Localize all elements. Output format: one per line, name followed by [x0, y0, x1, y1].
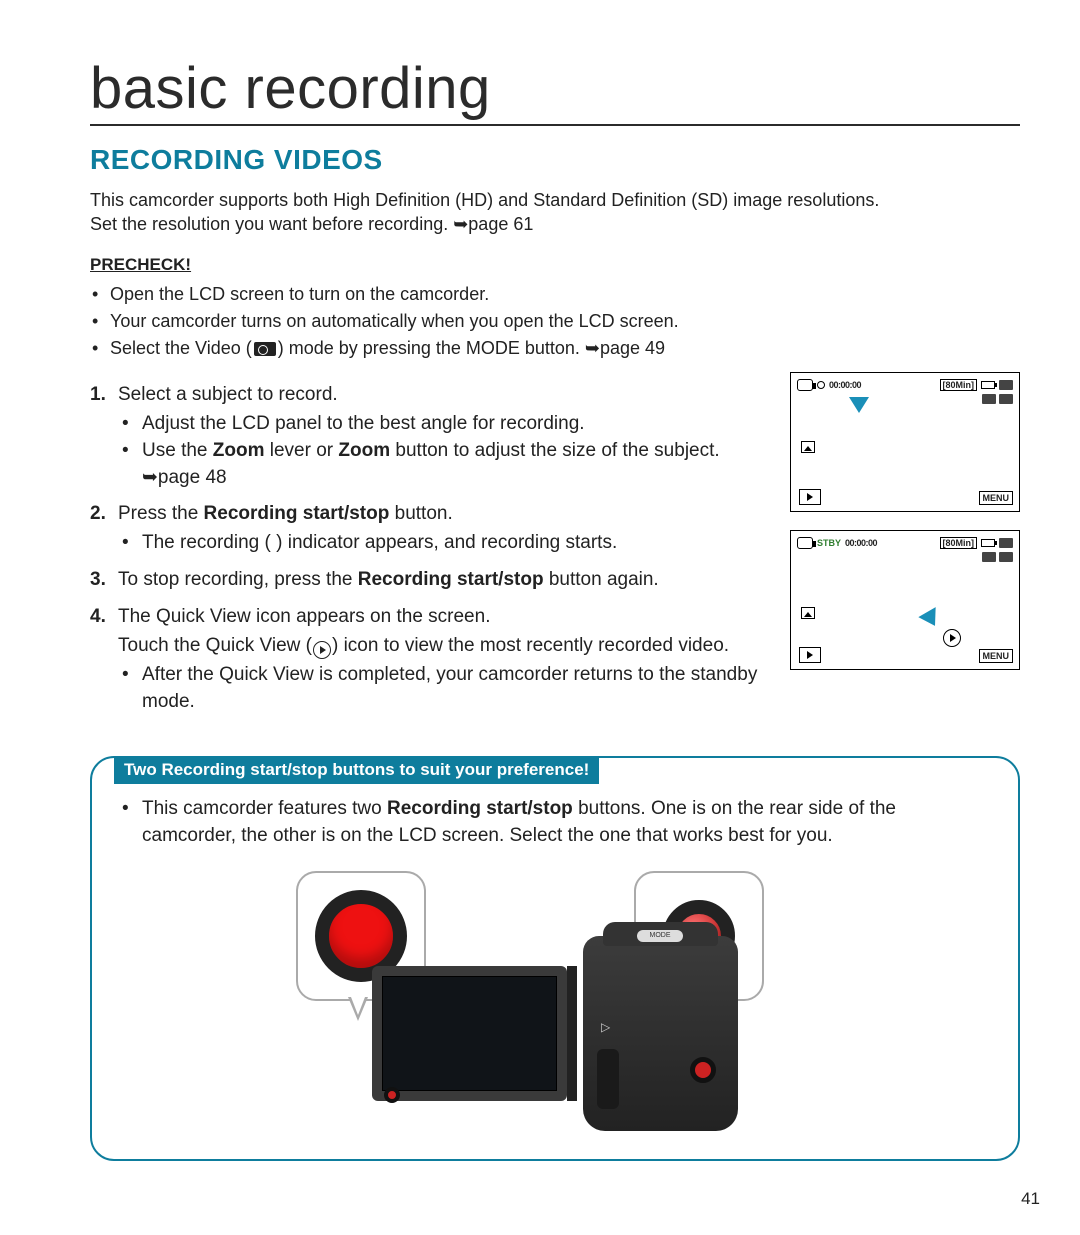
step-1-sub-2: Use the Zoom lever or Zoom button to adj…: [118, 438, 766, 492]
remaining-time: [80Min]: [940, 379, 978, 391]
precheck-3a: Select the Video (: [110, 338, 252, 358]
stby-label: STBY: [817, 538, 841, 548]
chip-icon: [999, 552, 1013, 562]
video-mode-icon: [254, 342, 276, 356]
playback-button-icon: [799, 647, 821, 663]
page-number: 41: [1021, 1189, 1040, 1209]
intro-line1: This camcorder supports both High Defini…: [90, 190, 879, 210]
intro-pageref: ➥page 61: [453, 214, 533, 234]
camera-body: \ | / MODE ▷: [583, 936, 738, 1131]
precheck-3-pageref: ➥page 49: [585, 338, 665, 358]
mode-button-label: MODE: [637, 930, 683, 942]
menu-button: MENU: [979, 649, 1014, 663]
lcd-record-button-icon: [384, 1087, 400, 1103]
step-3: To stop recording, press the Recording s…: [90, 567, 766, 594]
photo-icon: [801, 441, 815, 453]
remaining-time: [80Min]: [940, 537, 978, 549]
s4nb: ) icon to view the most recently recorde…: [332, 635, 729, 656]
menu-button: MENU: [979, 491, 1014, 505]
chip-icon: [999, 394, 1013, 404]
lcd-screenshot-standby: 00:00:00 [80Min] MENU: [790, 372, 1020, 512]
s4na: Touch the Quick View (: [118, 635, 312, 656]
callout-title: Two Recording start/stop buttons to suit…: [114, 756, 599, 784]
precheck-item-1: Open the LCD screen to turn on the camco…: [90, 281, 1020, 308]
pointer-arrow-icon: [918, 607, 943, 631]
step-1: Select a subject to record. Adjust the L…: [90, 382, 766, 492]
cba: This camcorder features two: [142, 798, 387, 819]
step-1-text: Select a subject to record.: [118, 384, 338, 405]
playback-button-icon: [799, 489, 821, 505]
title-rule: [90, 124, 1020, 126]
battery-icon: [981, 381, 995, 389]
step-4-note: Touch the Quick View ( ) icon to view the…: [118, 633, 766, 660]
precheck-item-2: Your camcorder turns on automatically wh…: [90, 308, 1020, 335]
s1s2c: button to adjust the size of the subject…: [390, 440, 720, 461]
s1s2-pageref: ➥page 48: [142, 467, 227, 488]
s1s2b: lever or: [264, 440, 338, 461]
rec-indicator-icon: [817, 381, 825, 389]
s3-bold: Recording start/stop: [358, 569, 544, 590]
step-4: The Quick View icon appears on the scree…: [90, 604, 766, 716]
s3b: button again.: [544, 569, 659, 590]
quick-view-icon: [313, 641, 331, 659]
storage-icon: [999, 380, 1013, 390]
section-heading: RECORDING VIDEOS: [90, 144, 1020, 176]
precheck-3b: ) mode by pressing the MODE button.: [278, 338, 585, 358]
steps-list: Select a subject to record. Adjust the L…: [90, 382, 766, 717]
lcd-panel: [372, 966, 567, 1101]
storage-icon: [999, 538, 1013, 548]
rear-record-button-icon: [690, 1057, 716, 1083]
battery-icon: [981, 539, 995, 547]
pointer-arrow-icon: [849, 397, 869, 413]
chip-icon: [982, 552, 996, 562]
step-2-sub-1: The recording ( ) indicator appears, and…: [118, 530, 766, 557]
cb-bold: Recording start/stop: [387, 798, 573, 819]
hinge: [567, 966, 577, 1101]
s1s2a: Use the: [142, 440, 213, 461]
precheck-item-3: Select the Video ( ) mode by pressing the…: [90, 335, 1020, 362]
s2a: Press the: [118, 503, 204, 524]
photo-icon: [801, 607, 815, 619]
zoom-bold-2: Zoom: [338, 440, 390, 461]
step-4-sub-1: After the Quick View is completed, your …: [118, 662, 766, 716]
s3a: To stop recording, press the: [118, 569, 358, 590]
callout-bullet: This camcorder features two Recording st…: [116, 796, 994, 849]
s4-text: The Quick View icon appears on the scree…: [118, 606, 490, 627]
s2b: button.: [389, 503, 452, 524]
page-title: basic recording: [90, 55, 1020, 122]
camera-icon: [797, 379, 813, 391]
zoom-bold-1: Zoom: [213, 440, 265, 461]
camcorder-body: \ | / MODE ▷: [372, 936, 738, 1131]
timecode: 00:00:00: [845, 538, 877, 548]
precheck-label: PRECHECK!: [90, 255, 1020, 275]
timecode: 00:00:00: [829, 380, 861, 390]
intro-text: This camcorder supports both High Defini…: [90, 188, 1020, 237]
bubble-tail-icon: [348, 997, 368, 1021]
precheck-list: Open the LCD screen to turn on the camco…: [90, 281, 1020, 362]
chip-icon: [982, 394, 996, 404]
camera-icon: [797, 537, 813, 549]
step-2: Press the Recording start/stop button. T…: [90, 501, 766, 557]
s2-bold: Recording start/stop: [204, 503, 390, 524]
callout-box: Two Recording start/stop buttons to suit…: [90, 756, 1020, 1161]
quick-view-button-icon: [943, 629, 961, 647]
camcorder-illustration: \ | / MODE ▷: [116, 871, 994, 1131]
body-play-icon: ▷: [601, 1020, 610, 1034]
intro-line2a: Set the resolution you want before recor…: [90, 214, 453, 234]
step-1-sub-1: Adjust the LCD panel to the best angle f…: [118, 411, 766, 438]
lcd-screenshot-quickview: STBY 00:00:00 [80Min] MENU: [790, 530, 1020, 670]
